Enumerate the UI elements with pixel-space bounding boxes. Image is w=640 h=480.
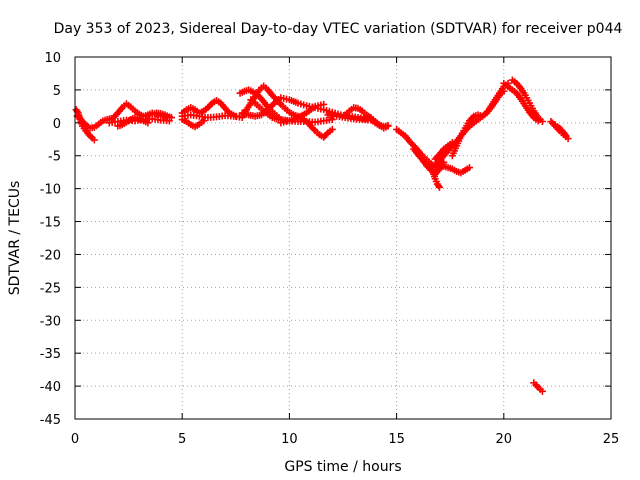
data-point bbox=[465, 164, 473, 172]
series-arc-28 bbox=[551, 121, 570, 140]
series-arc-14 bbox=[277, 100, 328, 127]
series-arc-11 bbox=[236, 86, 283, 122]
series-arc-6 bbox=[152, 109, 173, 121]
data-point bbox=[328, 125, 336, 133]
series-arc-20 bbox=[427, 162, 443, 191]
series-arc-25 bbox=[508, 76, 546, 126]
series-arc-22 bbox=[431, 139, 456, 163]
x-tick-label: 15 bbox=[388, 432, 405, 447]
data-point bbox=[144, 119, 152, 127]
series-arc-17 bbox=[367, 116, 392, 132]
y-tick-label: -35 bbox=[40, 347, 61, 362]
data-point bbox=[538, 387, 546, 395]
x-axis-label: GPS time / hours bbox=[284, 459, 401, 475]
y-axis-label: SDTVAR / TECUs bbox=[7, 181, 23, 296]
y-tick-label: 10 bbox=[44, 51, 61, 66]
y-tick-label: -5 bbox=[48, 150, 61, 165]
data-point bbox=[328, 116, 336, 124]
data-point bbox=[435, 183, 443, 191]
data-point bbox=[384, 122, 392, 130]
data-points bbox=[72, 76, 572, 395]
plot-frame bbox=[74, 56, 612, 420]
y-tick-label: -45 bbox=[40, 413, 61, 428]
data-point bbox=[562, 132, 570, 140]
data-point bbox=[320, 100, 328, 108]
y-tick-label: -15 bbox=[40, 216, 61, 231]
y-tick-label: -30 bbox=[40, 314, 61, 329]
series-arc-9 bbox=[178, 111, 246, 122]
y-tick-label: -20 bbox=[40, 248, 61, 263]
series-arc-5 bbox=[114, 114, 152, 130]
x-tick-label: 20 bbox=[496, 432, 513, 447]
data-point bbox=[200, 117, 208, 125]
x-tick-label: 10 bbox=[281, 432, 298, 447]
chart-title: Day 353 of 2023, Sidereal Day-to-day VTE… bbox=[54, 21, 623, 37]
data-point bbox=[165, 113, 173, 121]
grid-lines bbox=[75, 57, 611, 419]
y-tick-label: -25 bbox=[40, 281, 61, 296]
y-tick-label: 0 bbox=[53, 117, 61, 132]
x-tick-label: 0 bbox=[71, 432, 79, 447]
series-arc-24 bbox=[500, 79, 542, 125]
y-tick-label: -40 bbox=[40, 380, 61, 395]
data-point bbox=[533, 382, 541, 390]
y-tick-label: 5 bbox=[53, 84, 61, 99]
x-tick-label: 25 bbox=[603, 432, 620, 447]
series-arc-26 bbox=[530, 379, 546, 395]
x-tick-label: 5 bbox=[178, 432, 186, 447]
data-point bbox=[90, 136, 98, 144]
data-point bbox=[538, 118, 546, 126]
y-tick-label: -10 bbox=[40, 183, 61, 198]
data-point bbox=[448, 139, 456, 147]
